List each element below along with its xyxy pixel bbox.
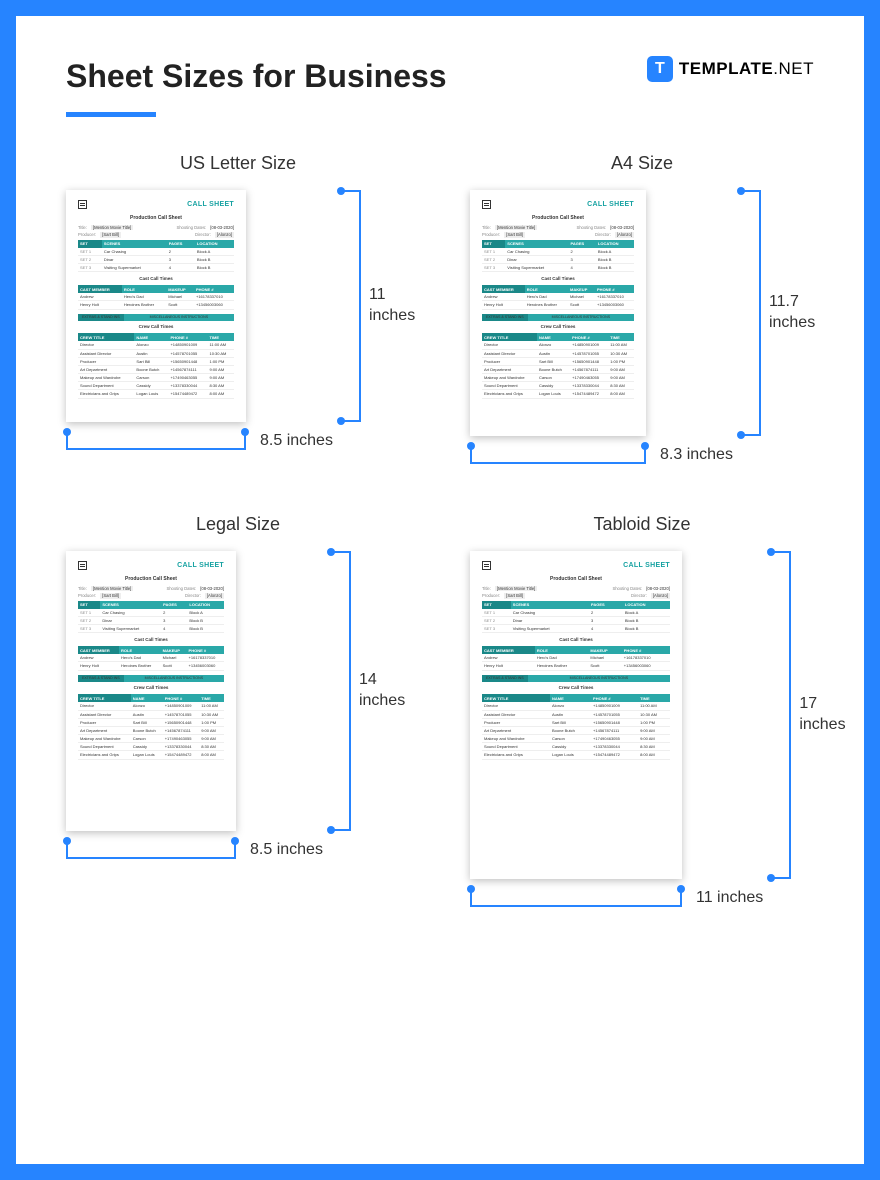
call-sheet-label: CALL SHEET <box>623 561 670 570</box>
width-label: 8.5 inches <box>260 432 333 450</box>
cast-table: CAST MEMBERROLEMAKEUPPHONE #AndrewHero's… <box>482 646 670 671</box>
document-preview: CALL SHEET Production Call Sheet Title: … <box>470 190 646 436</box>
sets-table: SETSCENESPAGESLOCATIONSET 1Car Chasing2B… <box>482 601 670 634</box>
width-bracket <box>66 841 236 859</box>
title-block: Sheet Sizes for Business <box>66 56 447 117</box>
misc-banner: EXTRAS & STAND INSMISCELLANEOUS INSTRUCT… <box>482 675 670 683</box>
brand-text: TEMPLATE.NET <box>679 59 814 79</box>
width-bracket <box>470 889 682 907</box>
page-title: Sheet Sizes for Business <box>66 56 447 96</box>
height-bracket: 11inches <box>341 190 361 422</box>
film-icon <box>482 200 491 209</box>
cast-table: CAST MEMBERROLEMAKEUPPHONE #AndrewHero's… <box>78 285 234 310</box>
sets-table: SETSCENESPAGESLOCATIONSET 1Car Chasing2B… <box>78 240 234 273</box>
cast-table: CAST MEMBERROLEMAKEUPPHONE #AndrewHero's… <box>482 285 634 310</box>
call-sheet-label: CALL SHEET <box>587 200 634 209</box>
size-panel: US Letter Size CALL SHEET Production Cal… <box>66 153 410 464</box>
height-label: 11inches <box>369 285 415 327</box>
panels-grid: US Letter Size CALL SHEET Production Cal… <box>66 153 814 907</box>
film-icon <box>482 561 491 570</box>
header: Sheet Sizes for Business T TEMPLATE.NET <box>66 56 814 117</box>
brand-icon: T <box>647 56 673 82</box>
height-label: 11.7inches <box>769 292 815 334</box>
height-label: 17inches <box>799 694 845 736</box>
sets-table: SETSCENESPAGESLOCATIONSET 1Car Chasing2B… <box>78 601 224 634</box>
panel-title: Tabloid Size <box>470 514 814 535</box>
size-panel: A4 Size CALL SHEET Production Call Sheet… <box>470 153 814 464</box>
width-bracket <box>470 446 646 464</box>
misc-banner: EXTRAS & STAND INSMISCELLANEOUS INSTRUCT… <box>78 314 234 322</box>
misc-banner: EXTRAS & STAND INSMISCELLANEOUS INSTRUCT… <box>482 314 634 322</box>
brand-thin: .NET <box>773 59 814 78</box>
width-label: 11 inches <box>696 889 763 907</box>
height-bracket: 14inches <box>331 551 351 831</box>
title-underline <box>66 112 156 117</box>
brand-logo: T TEMPLATE.NET <box>647 56 814 82</box>
height-label: 14inches <box>359 670 405 712</box>
crew-table: CREW TITLENAMEPHONE #TIMEDirectorAlonzo+… <box>482 694 670 760</box>
doc-title: Production Call Sheet <box>482 215 634 222</box>
size-panel: Legal Size CALL SHEET Production Call Sh… <box>66 514 410 907</box>
doc-title: Production Call Sheet <box>482 576 670 583</box>
doc-title: Production Call Sheet <box>78 215 234 222</box>
document-preview: CALL SHEET Production Call Sheet Title: … <box>66 190 246 422</box>
width-bracket <box>66 432 246 450</box>
cast-table: CAST MEMBERROLEMAKEUPPHONE #AndrewHero's… <box>78 646 224 671</box>
height-bracket: 17inches <box>771 551 791 879</box>
sets-table: SETSCENESPAGESLOCATIONSET 1Car Chasing2B… <box>482 240 634 273</box>
crew-table: CREW TITLENAMEPHONE #TIMEDirectorAlonzo+… <box>78 694 224 760</box>
film-icon <box>78 561 87 570</box>
brand-bold: TEMPLATE <box>679 59 773 78</box>
crew-table: CREW TITLENAMEPHONE #TIMEDirectorAlonzo+… <box>482 333 634 399</box>
panel-title: US Letter Size <box>66 153 410 174</box>
call-sheet-label: CALL SHEET <box>177 561 224 570</box>
crew-table: CREW TITLENAMEPHONE #TIMEDirectorAlonzo+… <box>78 333 234 399</box>
panel-title: Legal Size <box>66 514 410 535</box>
film-icon <box>78 200 87 209</box>
document-preview: CALL SHEET Production Call Sheet Title: … <box>66 551 236 831</box>
width-label: 8.3 inches <box>660 446 733 464</box>
doc-title: Production Call Sheet <box>78 576 224 583</box>
size-panel: Tabloid Size CALL SHEET Production Call … <box>470 514 814 907</box>
document-preview: CALL SHEET Production Call Sheet Title: … <box>470 551 682 879</box>
misc-banner: EXTRAS & STAND INSMISCELLANEOUS INSTRUCT… <box>78 675 224 683</box>
panel-title: A4 Size <box>470 153 814 174</box>
page-frame: Sheet Sizes for Business T TEMPLATE.NET … <box>16 16 864 1164</box>
height-bracket: 11.7inches <box>741 190 761 436</box>
width-label: 8.5 inches <box>250 841 323 859</box>
call-sheet-label: CALL SHEET <box>187 200 234 209</box>
